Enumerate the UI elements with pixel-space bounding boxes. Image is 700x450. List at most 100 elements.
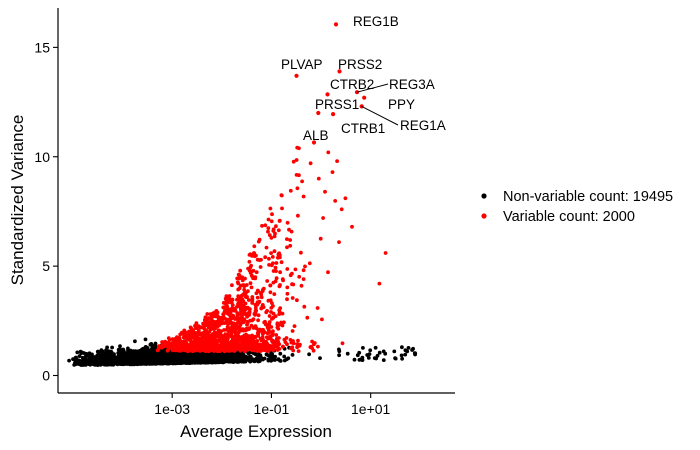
point-non-variable — [337, 347, 341, 352]
point-variable — [239, 296, 244, 301]
point-non-variable — [120, 354, 125, 359]
point-variable — [272, 234, 277, 239]
point-non-variable — [276, 357, 281, 362]
point-variable — [279, 260, 284, 265]
point-variable — [285, 297, 289, 302]
point-non-variable — [377, 350, 382, 355]
point-variable — [196, 347, 201, 352]
point-non-variable — [77, 354, 82, 358]
point-variable — [265, 309, 269, 313]
point-variable — [262, 320, 267, 325]
point-variable — [284, 336, 289, 340]
point-variable — [256, 313, 261, 318]
point-variable — [277, 284, 282, 289]
point-variable — [318, 236, 323, 241]
point-variable — [316, 344, 320, 349]
point-variable — [291, 159, 296, 164]
point-ppy — [362, 95, 367, 100]
point-variable — [237, 276, 242, 281]
point-non-variable — [360, 355, 365, 360]
point-variable — [265, 279, 270, 283]
point-variable — [287, 227, 291, 232]
point-variable — [233, 333, 238, 338]
point-variable — [259, 338, 264, 343]
gene-label-reg3a: REG3A — [389, 77, 435, 92]
point-variable — [238, 268, 243, 273]
point-variable — [277, 251, 281, 256]
point-variable — [256, 239, 261, 244]
point-variable — [273, 265, 278, 270]
point-variable — [249, 342, 254, 347]
point-variable — [312, 342, 316, 347]
point-non-variable — [219, 358, 224, 363]
point-non-variable — [251, 357, 256, 362]
point-plvap — [294, 73, 299, 78]
point-variable — [288, 238, 292, 242]
point-variable — [209, 326, 214, 330]
point-variable — [276, 255, 280, 260]
point-non-variable — [139, 349, 144, 354]
point-variable — [243, 345, 247, 349]
point-non-variable — [117, 351, 121, 356]
gene-label-alb: ALB — [303, 128, 329, 143]
point-variable — [270, 212, 274, 217]
point-non-variable — [186, 353, 191, 357]
point-non-variable — [135, 350, 140, 354]
point-non-variable — [135, 360, 139, 365]
point-non-variable — [403, 352, 408, 357]
point-variable — [323, 189, 327, 194]
point-non-variable — [156, 356, 161, 361]
point-variable — [206, 319, 210, 324]
legend-label-variable: Variable count: 2000 — [503, 209, 635, 225]
point-non-variable — [406, 346, 411, 350]
x-tick-label: 1e-03 — [154, 401, 190, 417]
point-variable — [277, 347, 282, 351]
point-variable — [245, 321, 250, 325]
point-non-variable — [143, 352, 148, 357]
point-non-variable — [253, 352, 258, 357]
point-variable — [252, 244, 257, 249]
point-non-variable — [400, 345, 404, 350]
point-variable — [232, 306, 237, 311]
point-non-variable — [209, 360, 214, 365]
point-variable — [235, 313, 240, 317]
point-variable — [235, 340, 240, 345]
point-variable — [224, 298, 229, 303]
point-variable — [269, 219, 274, 224]
point-variable — [189, 339, 193, 343]
gene-label-prss1: PRSS1 — [315, 97, 359, 112]
point-non-variable — [365, 353, 370, 357]
point-variable — [189, 348, 193, 353]
point-non-variable — [150, 343, 155, 348]
point-variable — [271, 261, 275, 266]
point-variable — [250, 295, 255, 299]
point-variable — [207, 339, 212, 343]
point-variable — [206, 325, 211, 330]
point-variable — [280, 277, 285, 282]
point-variable — [228, 344, 233, 349]
point-variable — [299, 283, 304, 288]
gene-label-ppy: PPY — [388, 97, 415, 112]
point-non-variable — [222, 354, 227, 359]
point-non-variable — [403, 348, 408, 353]
point-variable — [202, 333, 207, 337]
point-non-variable — [96, 360, 101, 364]
gene-label-prss2: PRSS2 — [338, 57, 382, 72]
point-variable — [343, 196, 348, 201]
point-variable — [270, 317, 274, 321]
point-variable — [267, 330, 272, 334]
point-variable — [255, 339, 260, 343]
point-variable — [248, 346, 252, 351]
point-variable — [337, 240, 341, 245]
point-variable — [219, 336, 224, 341]
point-variable — [250, 299, 255, 304]
point-non-variable — [83, 358, 87, 362]
point-variable — [288, 188, 293, 193]
point-variable — [290, 329, 295, 333]
legend-label-non-variable: Non-variable count: 19495 — [503, 189, 673, 205]
point-non-variable — [381, 349, 386, 354]
point-variable — [234, 323, 239, 328]
point-non-variable — [264, 352, 269, 357]
point-variable — [321, 216, 325, 220]
point-variable — [233, 330, 237, 335]
